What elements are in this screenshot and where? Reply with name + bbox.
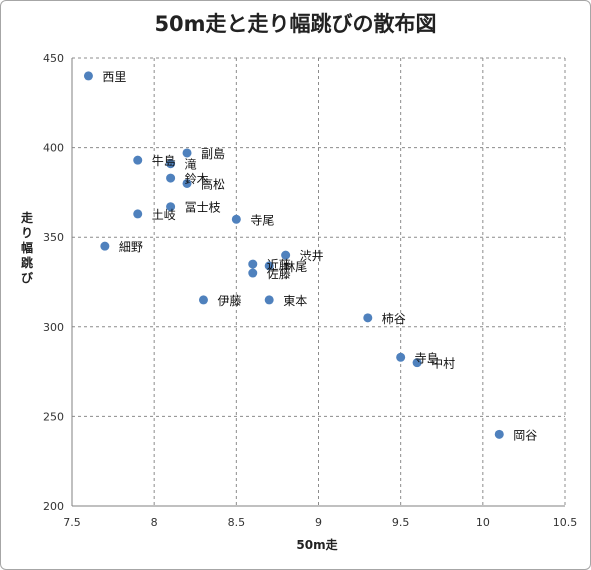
- data-point: [182, 148, 192, 158]
- y-axis-label-char: び: [21, 270, 34, 285]
- chart-title: 50m走と走り幅跳びの散布図: [154, 12, 437, 36]
- point-label: 副島: [201, 146, 225, 161]
- point-label: 高松: [201, 176, 225, 191]
- data-point: [100, 241, 110, 251]
- data-point: [182, 178, 192, 188]
- point-label: 滝: [185, 158, 197, 172]
- y-tick-label: 350: [43, 231, 64, 244]
- data-point: [248, 259, 258, 269]
- y-axis-label-char: 幅: [21, 240, 33, 255]
- grid: [72, 57, 566, 506]
- point-label: 柿谷: [382, 311, 406, 326]
- x-tick-label: 8.5: [228, 516, 246, 529]
- x-tick-label: 10.5: [553, 516, 578, 529]
- data-point: [83, 71, 93, 81]
- y-tick-label: 300: [43, 321, 64, 334]
- point-label: 寺島: [415, 350, 439, 365]
- tick-labels: 7.5 8 8.5 9 9.5 10 10.5 200 250 300 350 400 450: [43, 52, 577, 529]
- y-axis-label-char: 走: [21, 210, 33, 225]
- point-label: 伊藤: [217, 294, 241, 308]
- point-label: 鈴木: [185, 171, 209, 186]
- point-label: 細野: [119, 240, 143, 254]
- data-point: [133, 155, 143, 165]
- data-point: [264, 261, 274, 271]
- data-point: [396, 352, 406, 362]
- y-axis-label-char: り: [21, 226, 33, 240]
- x-tick-label: 10: [476, 516, 490, 529]
- y-tick-label: 450: [43, 52, 64, 65]
- point-label: 冨士枝: [185, 200, 221, 215]
- y-tick-label: 250: [43, 410, 64, 423]
- data-point: [133, 209, 143, 219]
- axes: [71, 58, 565, 507]
- y-axis-label-char: 跳: [21, 255, 33, 270]
- point-label: 岡谷: [513, 428, 537, 442]
- point-label: 佐藤: [267, 267, 291, 281]
- x-tick-label: 9: [315, 516, 322, 529]
- point-label: 渋井: [300, 249, 324, 263]
- data-point: [281, 250, 291, 260]
- data-point: [363, 313, 373, 323]
- x-tick-label: 7.5: [63, 516, 81, 529]
- point-label: 土岐: [152, 208, 176, 222]
- point-label: 寺尾: [250, 213, 274, 227]
- point-label: 牛島: [152, 153, 176, 168]
- data-point: [494, 429, 504, 439]
- point-label: 東本: [283, 294, 307, 308]
- data-point: [231, 214, 241, 224]
- point-label: 中村: [431, 356, 455, 371]
- data-point: [248, 268, 258, 278]
- data-point: [166, 173, 176, 183]
- data-point: [166, 202, 176, 212]
- data-point: [264, 295, 274, 305]
- x-tick-label: 9.5: [392, 516, 410, 529]
- data-point: [198, 295, 208, 305]
- data-point: [166, 159, 176, 169]
- point-label: 林尾: [283, 260, 307, 274]
- data-point: [412, 358, 422, 368]
- y-axis-label: 走り幅跳び: [21, 210, 34, 285]
- point-label: 西里: [102, 70, 126, 84]
- data-points: [83, 71, 504, 439]
- x-tick-label: 8: [151, 516, 158, 529]
- y-tick-label: 400: [43, 142, 64, 155]
- point-label: 近藤: [267, 258, 291, 272]
- y-tick-label: 200: [43, 500, 64, 513]
- x-axis-label: 50m走: [296, 537, 337, 552]
